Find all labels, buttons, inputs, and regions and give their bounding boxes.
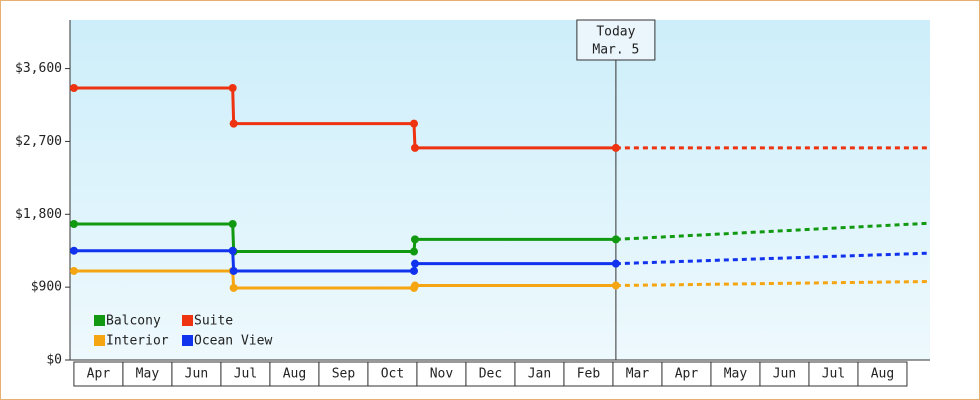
point — [229, 119, 238, 128]
month-box — [514, 361, 565, 387]
point — [228, 246, 237, 255]
series-line — [73, 249, 616, 273]
point — [611, 281, 620, 290]
point — [410, 259, 419, 268]
point — [410, 235, 419, 244]
point — [228, 220, 237, 228]
x-tick-label: Aug — [871, 367, 894, 382]
point — [69, 266, 78, 275]
month-box — [857, 361, 908, 387]
x-tick-label: Apr — [675, 367, 699, 382]
legend-swatch — [94, 315, 105, 326]
point — [611, 259, 620, 268]
x-tick-label: Mar — [626, 367, 650, 382]
x-tick-label: Jun — [185, 367, 208, 382]
x-tick-label: Oct — [381, 367, 404, 382]
projection-line — [615, 221, 931, 241]
x-tick-label: Sep — [332, 367, 356, 382]
projection-line — [615, 279, 931, 288]
point — [410, 247, 418, 256]
series-line — [73, 222, 616, 254]
x-tick-label: May — [136, 367, 160, 382]
legend-label: Balcony — [106, 314, 161, 329]
month-box — [73, 361, 124, 387]
point — [69, 84, 78, 92]
month-box — [416, 361, 467, 387]
point — [410, 281, 419, 290]
legend-swatch — [182, 315, 193, 326]
point — [410, 266, 418, 275]
month-box — [269, 361, 320, 387]
x-tick-label: Jan — [528, 367, 551, 382]
legend-label: Interior — [106, 334, 169, 349]
today-label: Mar. 5 — [592, 43, 639, 58]
x-tick-label: Jul — [234, 367, 257, 382]
month-box — [759, 361, 810, 387]
point — [69, 246, 78, 255]
month-box — [661, 361, 712, 387]
point — [611, 235, 620, 244]
point — [410, 143, 419, 152]
point — [410, 119, 418, 128]
y-tick-label: $900 — [31, 280, 62, 295]
today-label: Today — [596, 25, 635, 40]
point — [611, 143, 620, 152]
x-tick-label: Aug — [283, 367, 306, 382]
x-tick-label: Jun — [773, 367, 796, 382]
month-box — [220, 361, 271, 387]
point — [229, 266, 238, 275]
y-tick-label: $1,800 — [15, 207, 62, 222]
series-line — [73, 86, 616, 150]
legend-label: Ocean View — [194, 334, 272, 349]
x-tick-label: Apr — [87, 367, 111, 382]
x-tick-label: Jul — [822, 367, 845, 382]
point — [228, 84, 237, 92]
legend-swatch — [94, 335, 105, 346]
plot-area — [70, 20, 930, 360]
y-tick-label: $3,600 — [15, 61, 62, 76]
point — [229, 283, 238, 292]
legend-swatch — [182, 335, 193, 346]
point — [69, 220, 78, 228]
projection-line — [615, 251, 931, 266]
month-box — [612, 361, 663, 387]
month-box — [122, 361, 173, 387]
y-tick-label: $0 — [46, 353, 62, 368]
x-tick-label: May — [724, 367, 748, 382]
series-line — [73, 269, 616, 290]
month-box — [808, 361, 859, 387]
today-box — [576, 19, 656, 61]
y-tick-label: $2,700 — [15, 134, 62, 149]
month-box — [171, 361, 222, 387]
x-tick-label: Feb — [577, 367, 601, 382]
legend-label: Suite — [194, 314, 233, 329]
x-tick-label: Nov — [430, 367, 454, 382]
x-tick-label: Dec — [479, 367, 502, 382]
